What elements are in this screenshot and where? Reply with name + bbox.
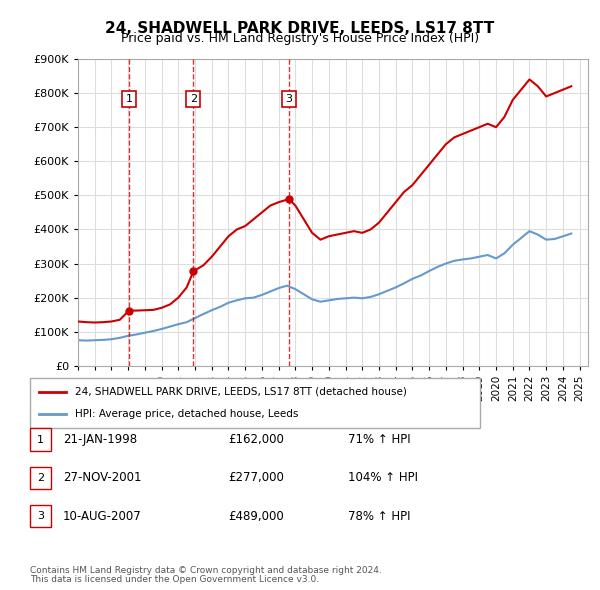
Text: Contains HM Land Registry data © Crown copyright and database right 2024.: Contains HM Land Registry data © Crown c… — [30, 566, 382, 575]
Text: 1: 1 — [37, 435, 44, 444]
Text: 2: 2 — [37, 473, 44, 483]
Text: 27-NOV-2001: 27-NOV-2001 — [63, 471, 142, 484]
FancyBboxPatch shape — [30, 378, 480, 428]
Text: 24, SHADWELL PARK DRIVE, LEEDS, LS17 8TT: 24, SHADWELL PARK DRIVE, LEEDS, LS17 8TT — [106, 21, 494, 35]
Text: 78% ↑ HPI: 78% ↑ HPI — [348, 510, 410, 523]
Text: £277,000: £277,000 — [228, 471, 284, 484]
Text: 3: 3 — [37, 512, 44, 521]
Text: 2: 2 — [190, 94, 197, 104]
Text: 1: 1 — [125, 94, 133, 104]
Text: £162,000: £162,000 — [228, 433, 284, 446]
Text: This data is licensed under the Open Government Licence v3.0.: This data is licensed under the Open Gov… — [30, 575, 319, 584]
Text: 104% ↑ HPI: 104% ↑ HPI — [348, 471, 418, 484]
Text: 3: 3 — [286, 94, 293, 104]
Text: 10-AUG-2007: 10-AUG-2007 — [63, 510, 142, 523]
Text: 24, SHADWELL PARK DRIVE, LEEDS, LS17 8TT (detached house): 24, SHADWELL PARK DRIVE, LEEDS, LS17 8TT… — [75, 386, 407, 396]
Text: 71% ↑ HPI: 71% ↑ HPI — [348, 433, 410, 446]
Text: Price paid vs. HM Land Registry's House Price Index (HPI): Price paid vs. HM Land Registry's House … — [121, 32, 479, 45]
Text: HPI: Average price, detached house, Leeds: HPI: Average price, detached house, Leed… — [75, 409, 298, 419]
Text: 21-JAN-1998: 21-JAN-1998 — [63, 433, 137, 446]
Text: £489,000: £489,000 — [228, 510, 284, 523]
